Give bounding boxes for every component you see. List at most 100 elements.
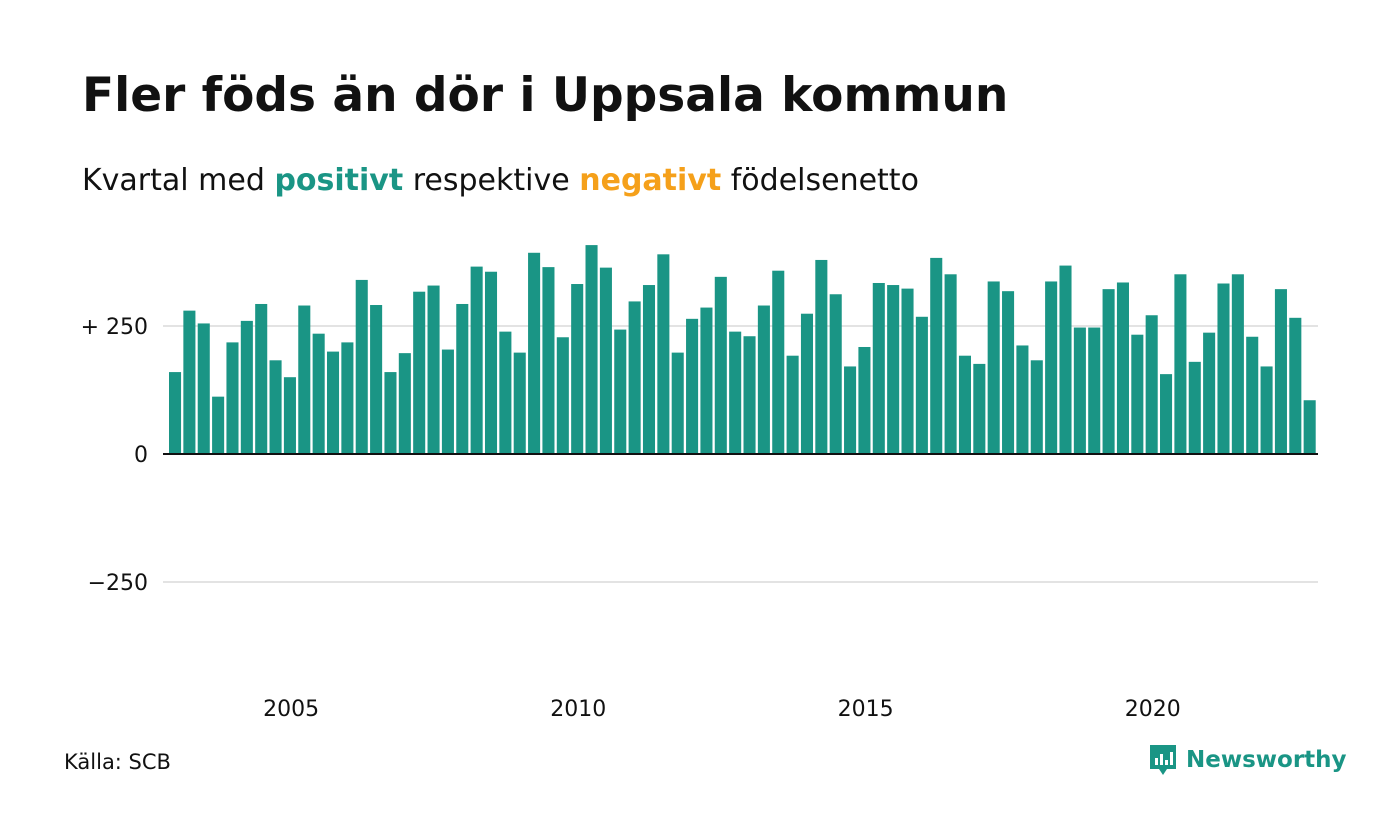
brand-logo: Newsworthy bbox=[1148, 743, 1347, 777]
bar bbox=[398, 353, 411, 454]
bar bbox=[571, 284, 584, 454]
bar bbox=[169, 372, 182, 454]
bar bbox=[686, 318, 699, 454]
bar bbox=[815, 259, 828, 454]
bar bbox=[930, 257, 943, 454]
bar bbox=[1002, 291, 1015, 454]
bar bbox=[413, 291, 426, 454]
bar bbox=[1102, 289, 1115, 454]
bar bbox=[1303, 400, 1316, 454]
bar bbox=[1188, 361, 1201, 454]
bar bbox=[657, 254, 670, 454]
bar bbox=[614, 329, 627, 454]
bar bbox=[1059, 265, 1072, 454]
subtitle-suffix: födelsenetto bbox=[730, 163, 919, 198]
bar bbox=[700, 307, 713, 454]
bar bbox=[1203, 332, 1216, 454]
bar bbox=[240, 320, 253, 454]
bar bbox=[958, 355, 971, 454]
bar bbox=[456, 303, 469, 454]
x-tick-label: 2010 bbox=[550, 697, 606, 722]
bar bbox=[269, 360, 282, 454]
bar bbox=[1289, 317, 1302, 454]
bar bbox=[1131, 334, 1144, 454]
subtitle-middle: respektive bbox=[412, 163, 570, 198]
bar bbox=[1260, 366, 1273, 454]
bar bbox=[1246, 336, 1259, 454]
bar bbox=[585, 245, 598, 454]
bar bbox=[355, 279, 368, 454]
bar bbox=[1016, 345, 1029, 454]
bar bbox=[197, 323, 210, 454]
bar bbox=[743, 336, 756, 454]
bar bbox=[370, 305, 383, 454]
bar bbox=[757, 305, 770, 454]
bar bbox=[528, 252, 541, 454]
bar bbox=[384, 372, 397, 454]
bar bbox=[255, 303, 268, 454]
bar bbox=[858, 346, 871, 454]
brand-name: Newsworthy bbox=[1186, 747, 1347, 773]
subtitle-prefix: Kvartal med bbox=[82, 163, 265, 198]
bar bbox=[872, 282, 885, 454]
bar bbox=[1231, 274, 1244, 454]
bar bbox=[628, 301, 641, 454]
bar bbox=[944, 274, 957, 454]
x-tick-label: 2005 bbox=[263, 697, 319, 722]
bar bbox=[212, 396, 225, 454]
bar bbox=[844, 366, 857, 454]
bar bbox=[1145, 315, 1158, 454]
bar bbox=[470, 266, 483, 454]
bar bbox=[1274, 289, 1287, 454]
bar bbox=[1116, 282, 1129, 454]
bar bbox=[599, 267, 612, 454]
y-tick-label: + 250 bbox=[81, 315, 148, 340]
bar bbox=[556, 337, 569, 454]
bar bbox=[341, 342, 354, 454]
bar bbox=[887, 285, 900, 454]
bar bbox=[427, 285, 440, 454]
bar bbox=[441, 349, 454, 454]
bar bbox=[1045, 281, 1058, 454]
bar bbox=[800, 313, 814, 454]
bar bbox=[714, 276, 727, 454]
bars bbox=[169, 245, 1316, 454]
subtitle-positive-word: positivt bbox=[274, 163, 404, 198]
bar bbox=[484, 271, 498, 454]
y-tick-label: −250 bbox=[88, 571, 148, 596]
chart-title: Fler föds än dör i Uppsala kommun bbox=[82, 68, 1009, 123]
bar bbox=[298, 305, 311, 454]
x-tick-label: 2015 bbox=[838, 697, 894, 722]
x-tick-label: 2020 bbox=[1125, 697, 1181, 722]
bar bbox=[183, 310, 196, 454]
bar bbox=[772, 270, 785, 454]
bar bbox=[1088, 327, 1101, 454]
bar bbox=[729, 331, 742, 454]
bar bbox=[542, 267, 555, 454]
bar bbox=[499, 331, 512, 454]
bar bbox=[513, 352, 526, 454]
bar bbox=[283, 377, 296, 454]
newsworthy-logo-icon bbox=[1150, 745, 1176, 775]
bar bbox=[312, 333, 325, 454]
bar bbox=[829, 294, 842, 454]
bar bbox=[642, 285, 656, 454]
bar bbox=[901, 288, 914, 454]
bar bbox=[915, 316, 928, 454]
bar bbox=[326, 351, 340, 454]
bar bbox=[1030, 360, 1043, 454]
bar bbox=[1160, 374, 1173, 454]
bar bbox=[226, 342, 239, 454]
bar bbox=[786, 355, 799, 454]
bar bbox=[1174, 274, 1187, 454]
bar bbox=[1073, 327, 1086, 454]
bar bbox=[671, 352, 684, 454]
subtitle-negative-word: negativt bbox=[579, 163, 722, 198]
y-tick-label: 0 bbox=[134, 443, 148, 468]
bar bbox=[987, 281, 1000, 454]
source-label: Källa: SCB bbox=[64, 750, 171, 774]
chart-subtitle: Kvartal med positivt respektive negativt… bbox=[82, 163, 919, 198]
axes: + 250 0 −250 2005 2010 2015 2020 bbox=[81, 315, 1318, 722]
bar bbox=[1217, 283, 1230, 454]
